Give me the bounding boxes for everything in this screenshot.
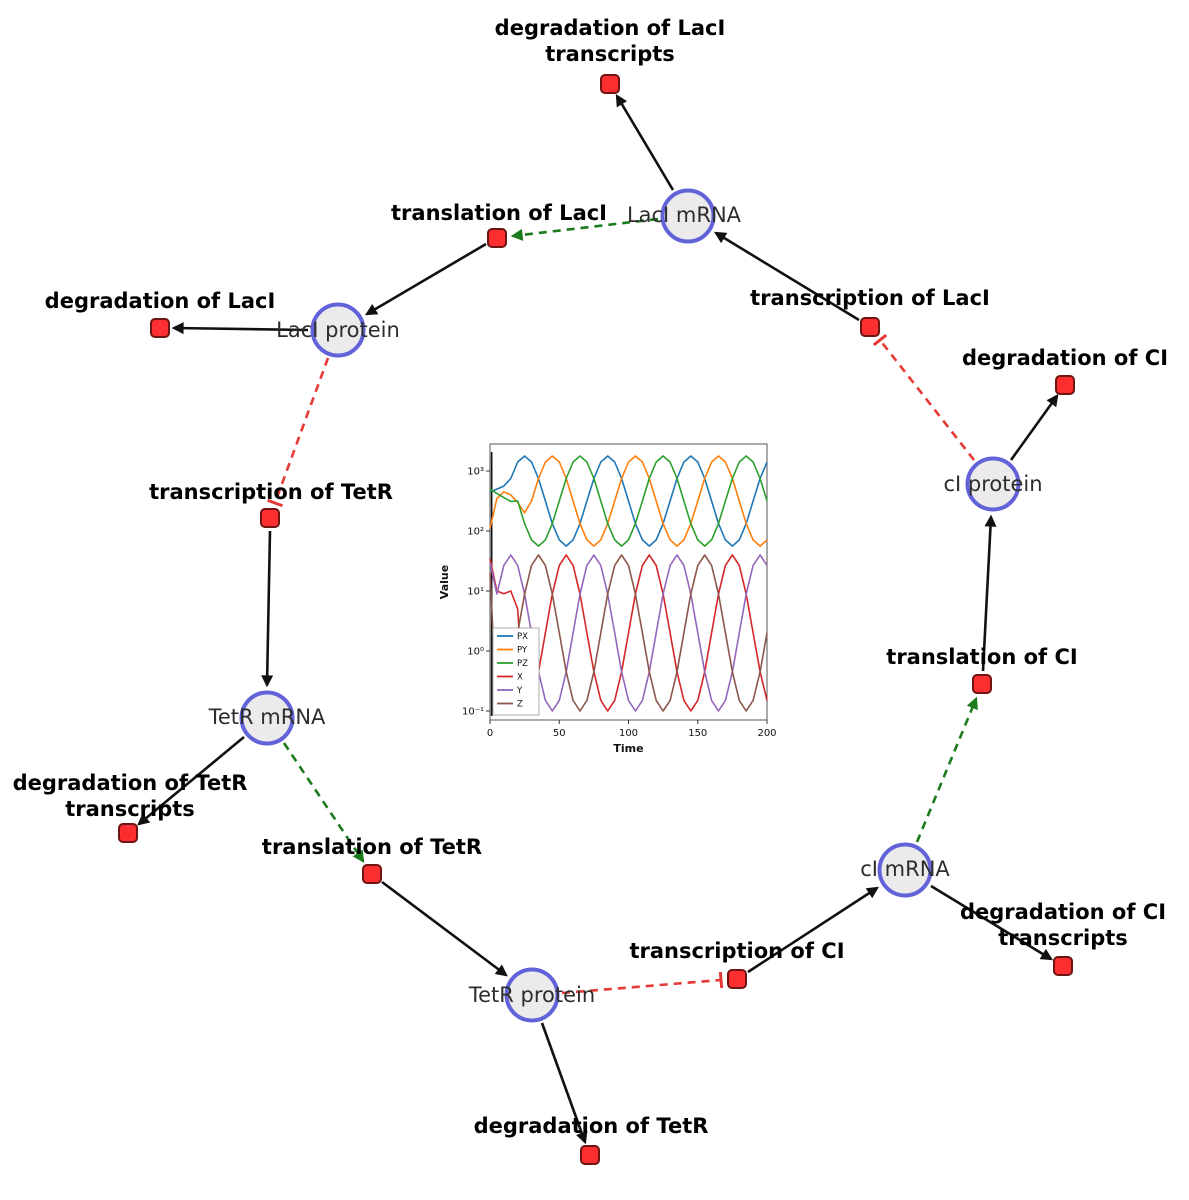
species-label-ci-mrna: cI mRNA (860, 857, 950, 881)
reaction-label-degradation-of-laci: degradation of LacI (44, 288, 276, 313)
reaction-label-translation-of-tetr: translation of TetR (261, 834, 483, 859)
y-axis-label: Value (438, 565, 451, 599)
x-tick-label: 100 (619, 728, 638, 739)
y-tick-label: 10¹ (467, 587, 484, 598)
species-node-tetr-mrna[interactable] (239, 690, 295, 746)
inset-plot: 10⁻¹ 10⁰ 10¹ 10² 10³ 0 50 100 150 200 Time Value PX P… (434, 432, 782, 767)
reaction-node-degradation-of-tetr[interactable] (580, 1145, 600, 1165)
reaction-label-degradation-of-tetr-transcripts: degradation of TetR transcripts (12, 770, 248, 821)
edge-ci-protein-inhibits-transcription-of-laci (872, 333, 976, 461)
species-label-laci-protein: LacI protein (276, 318, 400, 342)
edge-transcription-of-ci-to-ci-mrna (747, 886, 880, 974)
reaction-node-translation-of-laci[interactable] (487, 228, 507, 248)
edge-laci-protein-inhibits-transcription-of-tetr (266, 357, 330, 508)
edge-tetr-mrna-activates-translation-of-tetr (282, 742, 365, 863)
series-PY (489, 455, 768, 547)
species-node-ci-mrna[interactable] (877, 842, 933, 898)
edge-translation-of-laci-to-laci-protein (364, 242, 487, 316)
legend-box (492, 627, 540, 716)
reaction-node-translation-of-ci[interactable] (972, 674, 992, 694)
reaction-node-translation-of-tetr[interactable] (362, 864, 382, 884)
edge-laci-protein-to-degradation-of-laci (171, 322, 309, 335)
species-label-tetr-protein: TetR protein (468, 983, 596, 1007)
reaction-node-degradation-of-ci-transcripts[interactable] (1053, 956, 1073, 976)
x-axis-label: Time (613, 742, 643, 755)
reaction-label-degradation-of-ci: degradation of CI (961, 345, 1169, 370)
legend-label: PX (517, 632, 528, 642)
edge-ci-mrna-activates-translation-of-ci (915, 696, 978, 843)
series-Z (489, 554, 768, 712)
x-tick-label: 200 (757, 728, 776, 739)
species-label-tetr-mrna: TetR mRNA (208, 705, 326, 729)
reaction-node-transcription-of-laci[interactable] (860, 317, 880, 337)
legend-label: Z (517, 700, 523, 710)
edge-tetr-protein-inhibits-transcription-of-ci (561, 971, 724, 995)
series-PZ (489, 455, 768, 547)
edge-laci-mrna-to-degradation-of-laci-transcripts (615, 93, 675, 191)
legend-label: X (517, 673, 523, 683)
species-node-laci-protein[interactable] (310, 302, 366, 358)
edge-tetr-mrna-to-degradation-of-tetr-transcripts (137, 735, 245, 826)
reaction-node-degradation-of-laci-transcripts[interactable] (600, 74, 620, 94)
reaction-label-degradation-of-laci-transcripts: degradation of LacI transcripts (494, 15, 726, 66)
edge-translation-of-tetr-to-tetr-protein (381, 880, 508, 977)
reaction-label-degradation-of-ci-transcripts: degradation of CI transcripts (959, 899, 1167, 950)
reaction-label-transcription-of-laci: transcription of LacI (750, 285, 990, 310)
reaction-node-degradation-of-tetr-transcripts[interactable] (118, 823, 138, 843)
x-tick-label: 50 (553, 728, 566, 739)
edge-laci-mrna-activates-translation-of-laci (510, 217, 659, 241)
reaction-node-degradation-of-ci[interactable] (1055, 375, 1075, 395)
edge-transcription-of-tetr-to-tetr-mrna (261, 530, 274, 688)
reaction-label-transcription-of-tetr: transcription of TetR (149, 479, 393, 504)
edge-ci-mrna-to-degradation-of-ci-transcripts (930, 884, 1054, 961)
reaction-label-translation-of-laci: translation of LacI (391, 200, 607, 225)
y-tick-label: 10² (467, 527, 484, 538)
species-label-ci-protein: cI protein (943, 472, 1043, 496)
reaction-node-transcription-of-tetr[interactable] (260, 508, 280, 528)
species-label-laci-mrna: LacI mRNA (626, 203, 742, 227)
edge-transcription-of-laci-to-laci-mrna (713, 231, 860, 322)
reaction-label-transcription-of-ci: transcription of CI (629, 938, 845, 963)
species-node-ci-protein[interactable] (965, 456, 1021, 512)
series-PX (489, 455, 768, 547)
reaction-node-transcription-of-ci[interactable] (727, 969, 747, 989)
y-tick-label: 10⁻¹ (462, 707, 484, 718)
reaction-label-degradation-of-tetr: degradation of TetR (473, 1113, 709, 1138)
species-node-laci-mrna[interactable] (660, 188, 716, 244)
y-tick-label: 10³ (467, 467, 484, 478)
legend-label: PZ (517, 659, 528, 669)
y-tick-label: 10⁰ (467, 647, 484, 658)
x-tick-label: 150 (688, 728, 707, 739)
x-tick-label: 0 (487, 728, 493, 739)
edge-ci-protein-to-degradation-of-ci (1009, 394, 1059, 461)
reaction-node-degradation-of-laci[interactable] (150, 318, 170, 338)
edge-tetr-protein-to-degradation-of-tetr (540, 1022, 588, 1145)
edge-translation-of-ci-to-ci-protein (981, 514, 997, 672)
species-node-tetr-protein[interactable] (504, 967, 560, 1023)
reaction-label-translation-of-ci: translation of CI (886, 644, 1078, 669)
legend-label: PY (517, 646, 528, 656)
legend-label: Y (516, 686, 523, 696)
